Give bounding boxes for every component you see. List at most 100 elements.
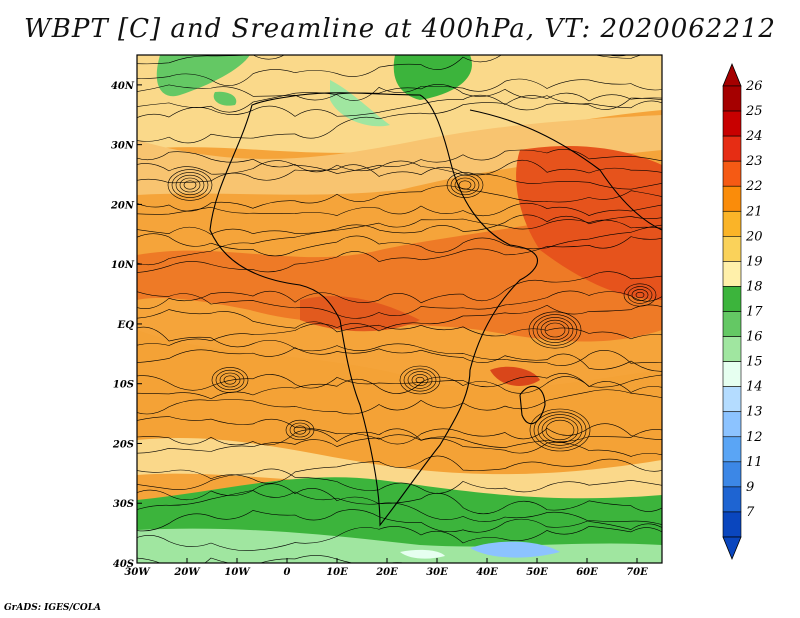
colorbar-label: 16	[746, 330, 763, 345]
vortex-ring	[528, 311, 582, 349]
streamline	[137, 347, 662, 372]
lat-tick-label: 10N	[111, 260, 135, 271]
colorbar-label: 13	[746, 405, 763, 420]
vortex-ring	[540, 319, 570, 341]
colorbar-swatch	[722, 461, 742, 488]
colorbar-label: 24	[745, 129, 763, 144]
colorbar-label: 17	[746, 305, 763, 320]
vortex-ring	[215, 369, 245, 391]
streamline	[137, 509, 662, 533]
colorbar-swatch	[722, 210, 742, 237]
vortex-ring	[219, 372, 241, 388]
streamline	[137, 149, 662, 175]
streamline	[137, 389, 662, 415]
colorbar-swatch	[722, 286, 742, 312]
colorbar-swatch	[722, 511, 742, 538]
lon-tick-label: 10W	[224, 567, 251, 578]
lon-tick-label: 0	[284, 567, 291, 578]
lat-tick-label: 40S	[113, 559, 134, 570]
colorbar-label: 19	[746, 254, 763, 269]
streamline	[137, 304, 662, 346]
shaded-field	[137, 55, 662, 563]
streamline	[137, 423, 662, 454]
colorbar-swatch	[722, 436, 742, 463]
lat-tick-label: 40N	[111, 81, 135, 92]
colorbar-label: 20	[745, 229, 763, 244]
lat-axis: 40N 30N 20N 10N EQ 10S 20S 30S 40S	[110, 81, 142, 570]
vortex-ring	[407, 371, 433, 389]
vortex-ring	[623, 283, 657, 307]
vortex-ring	[403, 368, 437, 392]
streamline	[137, 455, 662, 484]
vortex-ring	[631, 289, 649, 301]
vortex-ring	[289, 422, 311, 438]
streamline	[137, 55, 629, 65]
plot-frame	[136, 54, 663, 564]
colorbar-swatch	[722, 311, 742, 337]
streamline	[137, 555, 406, 563]
lon-tick-label: 10E	[326, 567, 348, 578]
vortex-ring	[450, 174, 480, 196]
vortex-ring	[458, 180, 472, 190]
colorbar-swatch	[722, 361, 742, 387]
colorbar-swatch	[722, 411, 742, 438]
colorbar-label: 26	[745, 79, 763, 94]
vortex-ring	[454, 177, 476, 193]
vortex-ring	[179, 177, 201, 193]
vortex-ring	[541, 417, 579, 443]
vortex-ring	[532, 314, 578, 346]
vortex-ring	[545, 419, 575, 441]
grads-credit: GrADS: IGES/COLA	[4, 603, 102, 613]
vortex-ring	[537, 414, 583, 446]
lon-tick-label: 20W	[173, 567, 201, 578]
colorbar-swatch	[722, 185, 742, 212]
streamline	[137, 326, 662, 366]
vortex-ring	[411, 374, 429, 386]
lat-tick-label: 30S	[113, 499, 134, 510]
vortex-ring	[544, 322, 566, 338]
streamline	[137, 202, 662, 217]
streamline	[137, 55, 643, 86]
streamline	[137, 309, 662, 340]
colorbar-swatch	[722, 85, 742, 112]
lat-tick-label: 20N	[110, 200, 135, 211]
streamline	[137, 468, 662, 494]
vortex-ring	[533, 411, 587, 449]
lat-tick-label: EQ	[117, 320, 135, 331]
vortex-ring	[183, 180, 197, 190]
streamline	[137, 97, 662, 144]
vortex-ring	[293, 425, 307, 435]
lat-tick-label: 10S	[113, 380, 134, 391]
map-title: WBPT [C] and Sreamline at 400hPa, VT: 20…	[24, 14, 776, 44]
colorbar-swatch	[722, 336, 742, 362]
lat-tick-label: 30N	[111, 141, 135, 152]
streamline	[137, 218, 662, 266]
colorbar-swatch	[722, 135, 742, 162]
streamline	[137, 185, 662, 212]
vortex-ring	[285, 419, 315, 441]
lon-axis: 30W 20W 10W 0 10E 20E 30E 40E 50E 60E 70E	[124, 558, 648, 578]
colorbar-label: 22	[745, 179, 763, 194]
streamline	[137, 271, 662, 309]
colorbar-label: 25	[745, 104, 763, 119]
lon-tick-label: 30W	[124, 567, 151, 578]
streamline	[137, 84, 662, 109]
coastlines	[209, 92, 662, 527]
lon-tick-label: 20E	[375, 567, 398, 578]
lon-tick-label: 60E	[576, 567, 598, 578]
vortex-ring	[171, 172, 209, 198]
streamline	[137, 374, 662, 394]
vortex-ring	[536, 317, 574, 343]
colorbar-bottom-arrow	[722, 536, 742, 561]
streamline	[137, 224, 662, 257]
vortex-ring	[167, 169, 213, 201]
streamline	[137, 290, 662, 319]
colorbar-swatch	[722, 261, 742, 287]
colorbar-swatch	[722, 236, 742, 262]
streamlines	[137, 55, 662, 563]
lat-tick-label: 20S	[112, 439, 134, 450]
colorbar-swatch	[722, 386, 742, 413]
vortex-ring	[211, 367, 249, 393]
colorbar-label: 23	[745, 154, 763, 169]
